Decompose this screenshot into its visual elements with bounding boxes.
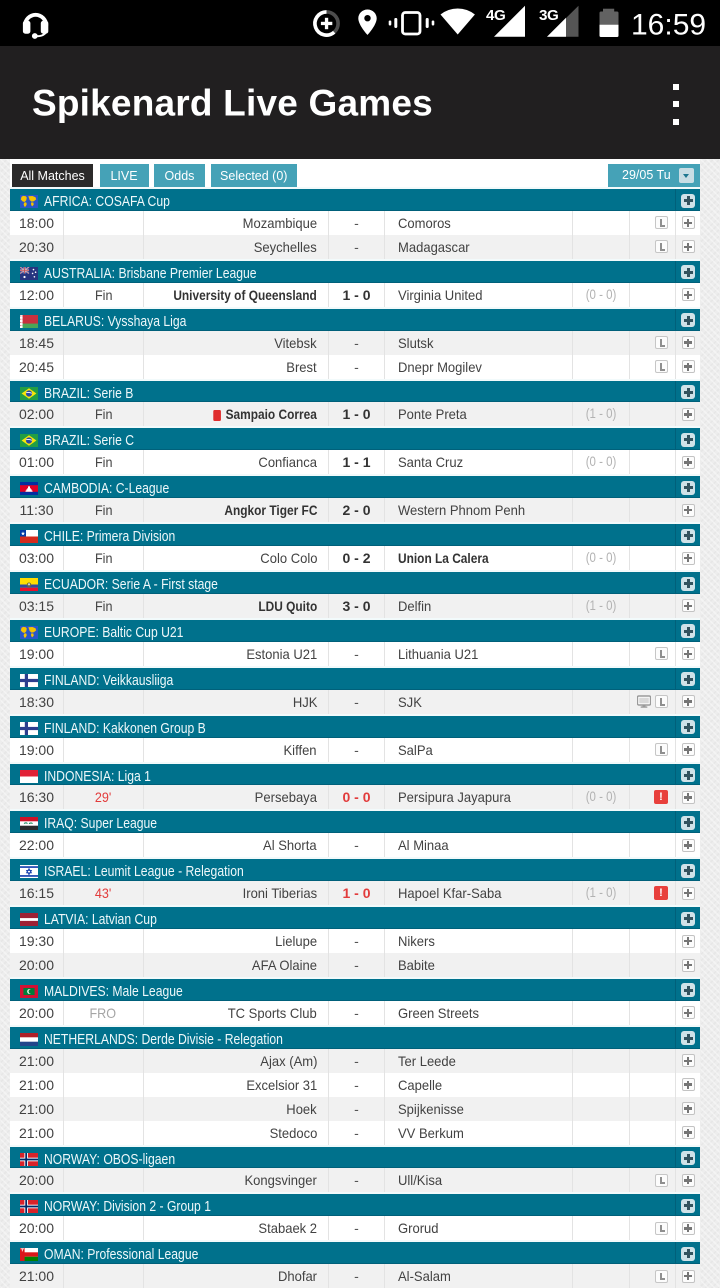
svg-text:4G: 4G (486, 7, 505, 24)
svg-text:3G: 3G (539, 7, 558, 24)
svg-text:16:59: 16:59 (631, 9, 706, 42)
